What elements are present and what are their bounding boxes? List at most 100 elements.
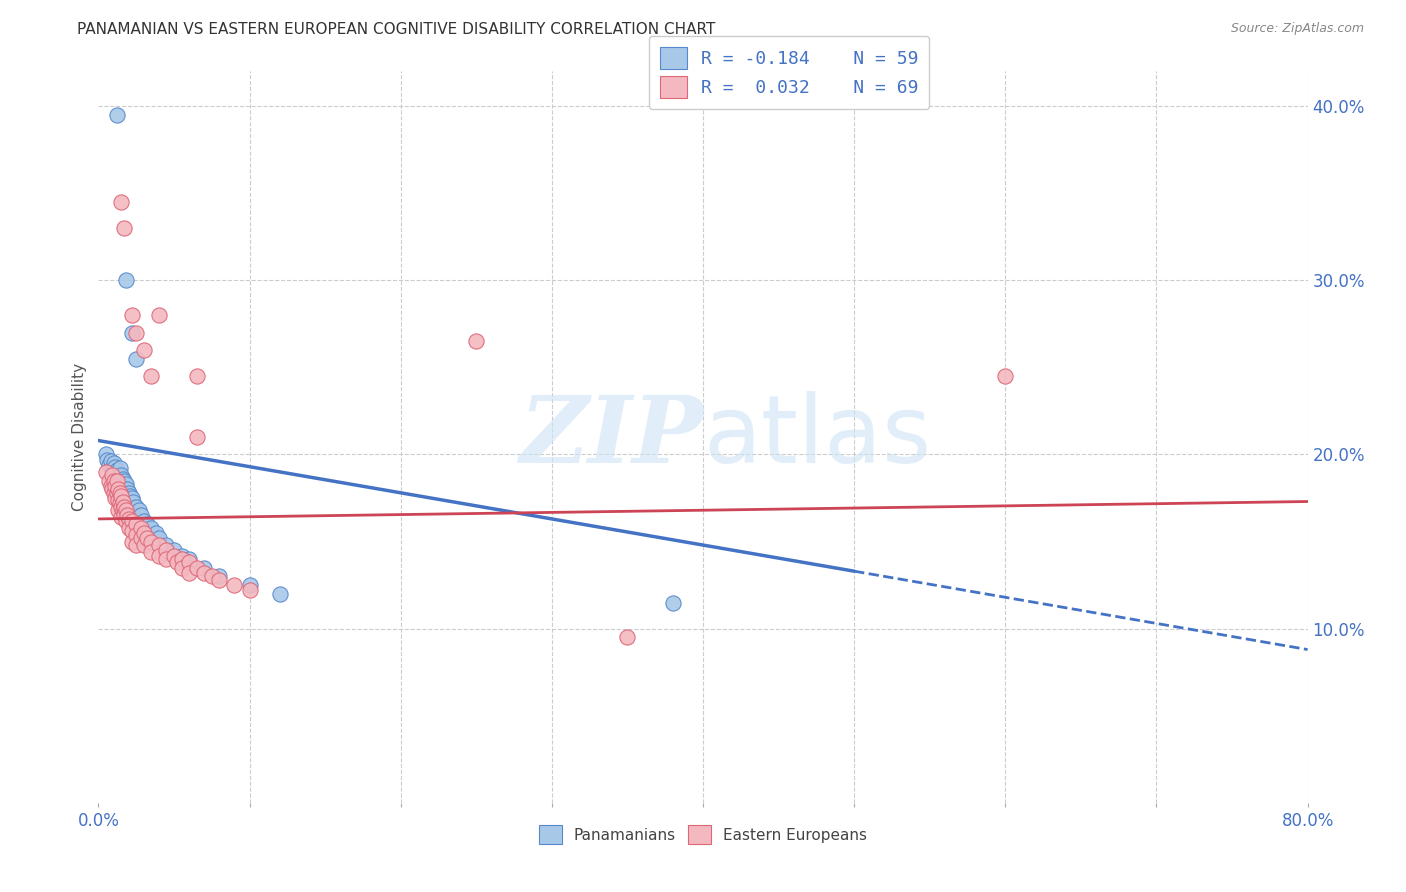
Point: [94, 448, 117, 462]
Point: [104, 468, 127, 483]
Point: [110, 510, 132, 524]
Point: [107, 467, 129, 481]
Point: [239, 578, 262, 592]
Point: [661, 595, 683, 609]
Point: [105, 479, 128, 493]
Point: [208, 573, 231, 587]
Point: [112, 483, 135, 497]
Point: [107, 474, 129, 488]
Point: [465, 334, 488, 349]
Point: [96, 452, 118, 467]
Point: [103, 474, 125, 488]
Point: [103, 485, 125, 500]
Point: [104, 491, 127, 505]
Point: [103, 474, 125, 488]
Point: [118, 521, 141, 535]
Point: [170, 560, 193, 574]
Point: [121, 500, 143, 514]
Point: [125, 538, 148, 552]
Point: [105, 472, 128, 486]
Point: [224, 578, 246, 592]
Point: [132, 343, 155, 357]
Point: [125, 351, 148, 366]
Point: [163, 549, 186, 563]
Point: [125, 527, 148, 541]
Point: [105, 485, 128, 500]
Point: [111, 489, 134, 503]
Point: [108, 477, 131, 491]
Point: [166, 556, 188, 570]
Point: [186, 369, 208, 384]
Point: [148, 538, 170, 552]
Point: [108, 496, 131, 510]
Point: [107, 483, 129, 497]
Point: [121, 524, 143, 538]
Point: [121, 514, 143, 528]
Point: [141, 369, 163, 384]
Point: [994, 369, 1017, 384]
Point: [104, 479, 127, 493]
Point: [112, 508, 135, 523]
Point: [148, 308, 170, 322]
Point: [101, 468, 124, 483]
Point: [141, 545, 163, 559]
Point: [114, 485, 136, 500]
Text: PANAMANIAN VS EASTERN EUROPEAN COGNITIVE DISABILITY CORRELATION CHART: PANAMANIAN VS EASTERN EUROPEAN COGNITIVE…: [77, 22, 716, 37]
Point: [107, 503, 129, 517]
Point: [100, 454, 122, 468]
Point: [186, 430, 208, 444]
Point: [101, 468, 124, 483]
Point: [186, 560, 208, 574]
Point: [118, 512, 141, 526]
Point: [179, 566, 201, 580]
Point: [105, 474, 128, 488]
Point: [111, 503, 134, 517]
Point: [110, 194, 132, 209]
Point: [125, 517, 148, 532]
Point: [155, 538, 177, 552]
Text: atlas: atlas: [703, 391, 931, 483]
Point: [135, 517, 157, 532]
Point: [114, 514, 136, 528]
Point: [125, 508, 148, 523]
Point: [121, 534, 143, 549]
Point: [110, 485, 132, 500]
Point: [94, 465, 117, 479]
Point: [155, 543, 177, 558]
Point: [120, 489, 142, 503]
Legend: Panamanians, Eastern Europeans: Panamanians, Eastern Europeans: [533, 819, 873, 850]
Point: [98, 458, 121, 472]
Point: [239, 583, 262, 598]
Point: [125, 500, 148, 514]
Point: [98, 474, 121, 488]
Point: [201, 569, 224, 583]
Point: [145, 525, 167, 540]
Point: [111, 472, 134, 486]
Point: [129, 508, 152, 523]
Point: [179, 552, 201, 566]
Point: [105, 463, 128, 477]
Point: [110, 500, 132, 514]
Point: [103, 456, 125, 470]
Point: [121, 326, 143, 340]
Point: [108, 461, 131, 475]
Point: [163, 543, 186, 558]
Point: [101, 461, 124, 475]
Point: [170, 549, 193, 563]
Point: [111, 494, 134, 508]
Point: [108, 470, 131, 484]
Point: [112, 221, 135, 235]
Point: [155, 552, 177, 566]
Point: [115, 508, 138, 523]
Point: [193, 560, 215, 574]
Point: [132, 538, 155, 552]
Point: [170, 552, 193, 566]
Point: [103, 465, 125, 479]
Point: [148, 549, 170, 563]
Point: [129, 521, 152, 535]
Point: [118, 492, 141, 507]
Point: [107, 492, 129, 507]
Point: [141, 534, 163, 549]
Point: [193, 566, 215, 580]
Point: [121, 308, 143, 322]
